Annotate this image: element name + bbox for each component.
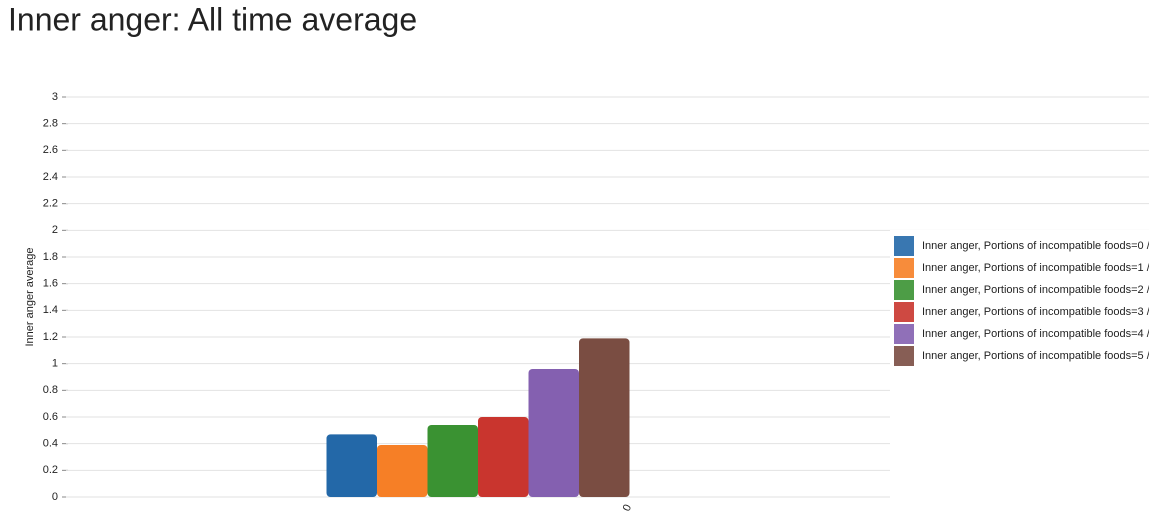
y-axis-label: Inner anger average xyxy=(24,247,36,346)
bar xyxy=(478,417,529,497)
bar xyxy=(326,434,377,497)
y-tick-label: 1 xyxy=(52,358,58,370)
bar xyxy=(427,425,478,497)
y-tick-label: 1.2 xyxy=(43,331,58,343)
legend-label: Inner anger, Portions of incompatible fo… xyxy=(922,240,1149,252)
legend-label: Inner anger, Portions of incompatible fo… xyxy=(922,350,1149,362)
bar xyxy=(377,445,428,497)
legend-swatch xyxy=(894,236,914,256)
y-tick-label: 2.4 xyxy=(43,171,58,183)
y-tick-label: 3 xyxy=(52,91,58,103)
legend-swatch xyxy=(894,302,914,322)
bar xyxy=(528,369,579,497)
y-tick-label: 1.6 xyxy=(43,278,58,290)
y-tick-label: 2.6 xyxy=(43,144,58,156)
y-tick-label: 2.2 xyxy=(43,198,58,210)
y-tick-label: 0.8 xyxy=(43,384,58,396)
bar xyxy=(579,338,630,497)
legend-swatch xyxy=(894,346,914,366)
y-tick-label: 2 xyxy=(52,224,58,236)
y-tick-label: 0.4 xyxy=(43,438,58,450)
legend-label: Inner anger, Portions of incompatible fo… xyxy=(922,284,1149,296)
legend-label: Inner anger, Portions of incompatible fo… xyxy=(922,306,1149,318)
legend-swatch xyxy=(894,258,914,278)
legend-label: Inner anger, Portions of incompatible fo… xyxy=(922,328,1149,340)
y-tick-label: 0 xyxy=(52,491,58,503)
y-tick-label: 0.2 xyxy=(43,464,58,476)
legend-label: Inner anger, Portions of incompatible fo… xyxy=(922,262,1149,274)
legend-swatch xyxy=(894,280,914,300)
y-tick-label: 2.8 xyxy=(43,118,58,130)
y-tick-label: 1.8 xyxy=(43,251,58,263)
chart-title: Inner anger: All time average xyxy=(8,1,417,37)
legend-swatch xyxy=(894,324,914,344)
y-tick-label: 0.6 xyxy=(43,411,58,423)
y-tick-label: 1.4 xyxy=(43,304,58,316)
x-tick-label: 0 xyxy=(621,503,634,514)
legend-background xyxy=(890,230,1149,518)
